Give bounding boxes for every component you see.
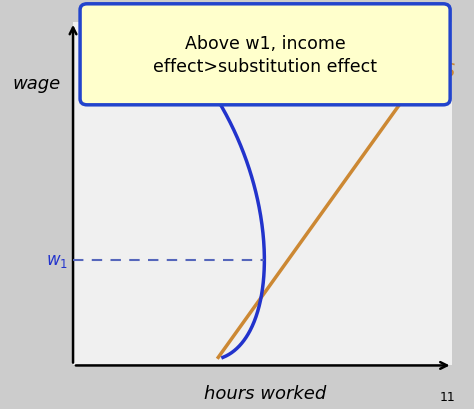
Polygon shape — [73, 23, 453, 366]
FancyBboxPatch shape — [80, 5, 450, 106]
Text: Above w1, income
effect>substitution effect: Above w1, income effect>substitution eff… — [153, 34, 377, 76]
Text: 11: 11 — [440, 390, 456, 403]
Text: $\mathit{w_1}$: $\mathit{w_1}$ — [46, 251, 68, 269]
Text: hours worked: hours worked — [204, 384, 326, 402]
Text: S: S — [443, 62, 456, 81]
Text: wage: wage — [12, 74, 60, 92]
